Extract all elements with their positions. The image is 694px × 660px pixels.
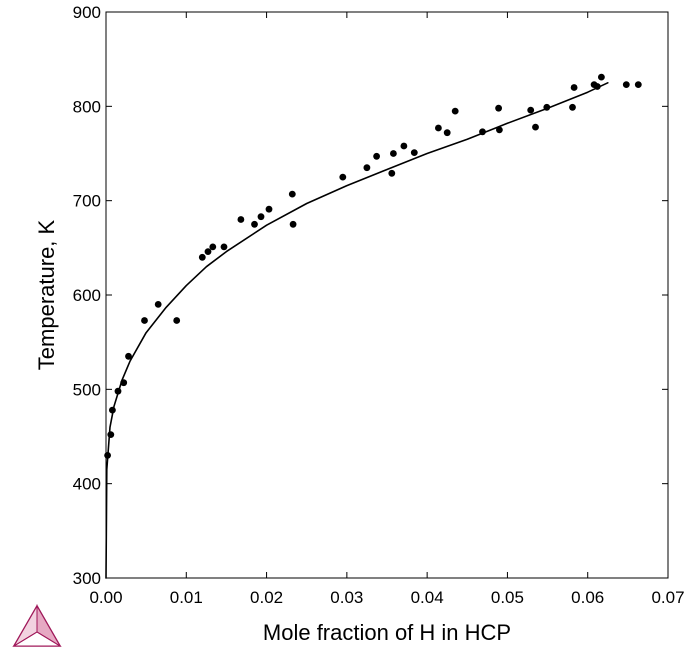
data-point (209, 243, 217, 251)
data-point (363, 164, 371, 172)
data-point (257, 213, 265, 221)
data-point (120, 379, 128, 387)
y-tick-label: 400 (73, 475, 101, 494)
data-point (410, 149, 418, 157)
data-point (339, 173, 347, 181)
y-axis-title: Temperature, K (34, 219, 59, 370)
data-point (543, 103, 551, 111)
data-point (622, 81, 630, 88)
data-point (527, 106, 535, 114)
x-axis-title: Mole fraction of H in HCP (263, 620, 511, 645)
series-layer (104, 73, 642, 579)
data-point (593, 83, 601, 90)
data-point (251, 220, 258, 228)
data-point (107, 431, 115, 438)
x-tick-label: 0.03 (330, 588, 363, 607)
data-point (569, 103, 576, 111)
data-point (451, 107, 459, 115)
data-point (125, 352, 132, 360)
y-tick-label: 800 (73, 97, 101, 116)
data-point (114, 387, 122, 395)
data-point (496, 126, 503, 134)
y-axis: 300 400 500 600 700 800 900 (73, 3, 668, 588)
logo-icon (12, 604, 62, 647)
x-axis: 0.00 0.01 0.02 0.03 0.04 0.05 0.06 0.07 (89, 12, 685, 607)
x-tick-label: 0.05 (491, 588, 524, 607)
x-tick-label: 0.04 (411, 588, 444, 607)
data-point (141, 317, 148, 324)
data-point (443, 129, 451, 137)
data-point (570, 84, 578, 91)
data-point (109, 406, 116, 414)
data-point (373, 152, 380, 160)
data-point (634, 81, 642, 88)
data-point (598, 73, 605, 81)
y-tick-label: 700 (73, 192, 101, 211)
data-point (435, 124, 442, 132)
data-point (198, 253, 206, 261)
data-point (265, 205, 273, 213)
data-point (388, 169, 396, 177)
y-tick-label: 900 (73, 3, 101, 22)
plot-frame (105, 11, 669, 579)
data-point (390, 150, 397, 157)
data-point (220, 243, 228, 251)
data-point (154, 301, 162, 308)
x-tick-label: 0.00 (89, 588, 122, 607)
x-tick-label: 0.02 (250, 588, 283, 607)
data-point (104, 452, 111, 459)
data-point (173, 317, 181, 324)
fit-curve-line (105, 82, 609, 579)
data-point (289, 220, 297, 228)
data-point (400, 142, 408, 150)
data-point (532, 123, 539, 131)
x-tick-label: 0.01 (170, 588, 203, 607)
data-point (495, 104, 502, 112)
y-tick-label: 600 (73, 286, 101, 305)
x-tick-label: 0.06 (571, 588, 604, 607)
data-point (237, 216, 245, 223)
data-point (288, 190, 296, 198)
y-tick-label: 300 (73, 569, 101, 588)
data-point (479, 128, 486, 136)
data-point (204, 248, 212, 256)
x-tick-label: 0.07 (651, 588, 684, 607)
y-tick-label: 500 (73, 380, 101, 399)
